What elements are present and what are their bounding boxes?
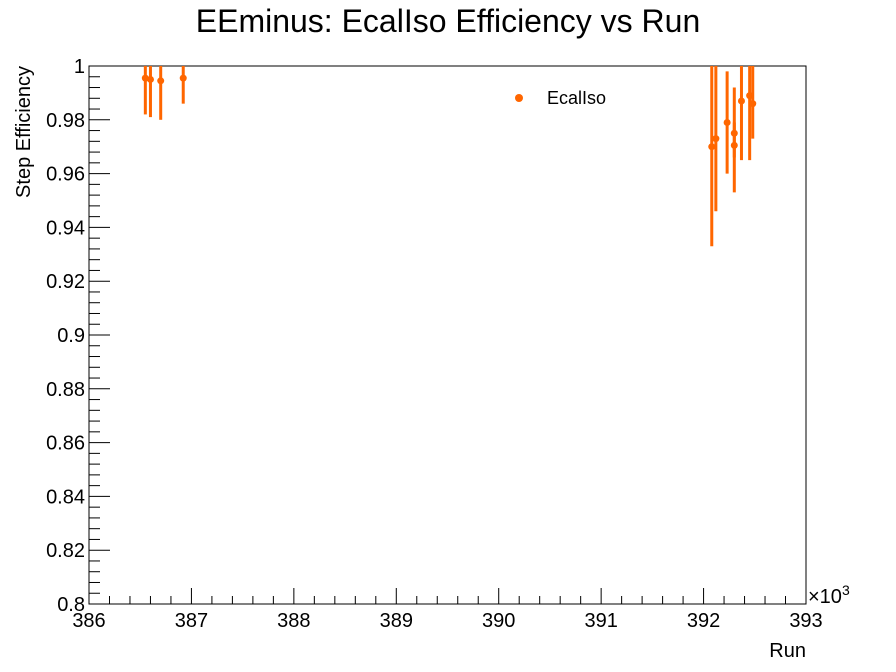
data-point bbox=[712, 135, 720, 143]
legend-marker bbox=[515, 94, 523, 102]
data-points bbox=[141, 66, 757, 247]
data-point bbox=[146, 75, 154, 83]
plot-frame bbox=[88, 65, 807, 605]
data-point bbox=[157, 77, 165, 85]
y-tick-label: 0.98 bbox=[46, 110, 85, 132]
x-tick-label: 391 bbox=[584, 610, 617, 632]
y-tick-label: 0.92 bbox=[46, 271, 85, 293]
y-tick-label: 0.9 bbox=[57, 325, 85, 347]
y-tick-label: 0.86 bbox=[46, 433, 85, 455]
y-tick-label: 0.8 bbox=[57, 594, 85, 616]
data-point bbox=[708, 143, 716, 151]
x-tick-labels: 386 387 388 389 390 391 392 393 bbox=[72, 610, 822, 632]
legend: EcalIso bbox=[515, 88, 606, 108]
x-tick-label: 393 bbox=[789, 610, 822, 632]
x-tick-label: 386 bbox=[72, 610, 105, 632]
data-point bbox=[179, 74, 187, 82]
x-tick-label: 387 bbox=[175, 610, 208, 632]
data-point bbox=[749, 100, 757, 108]
y-tick-label: 0.96 bbox=[46, 164, 85, 186]
y-tick-label: 0.84 bbox=[46, 486, 85, 508]
y-axis-title: Step Efficiency bbox=[13, 66, 35, 198]
chart-title: EEminus: EcalIso Efficiency vs Run bbox=[196, 3, 701, 39]
x-tick-label: 390 bbox=[482, 610, 515, 632]
x-axis-title: Run bbox=[769, 640, 806, 662]
y-tick-label: 0.88 bbox=[46, 379, 85, 401]
x-tick-label: 389 bbox=[380, 610, 413, 632]
y-tick-label: 1 bbox=[74, 56, 85, 78]
legend-label: EcalIso bbox=[547, 88, 606, 108]
axis-ticks bbox=[88, 65, 807, 605]
data-point bbox=[723, 118, 731, 126]
x-tick-label: 392 bbox=[687, 610, 720, 632]
y-tick-label: 0.94 bbox=[46, 217, 85, 239]
y-tick-labels: 0.8 0.82 0.84 0.86 0.88 0.9 0.92 0.94 0.96 0.98 1 bbox=[46, 56, 85, 616]
x-axis-multiplier: ×103 bbox=[808, 582, 850, 608]
y-tick-label: 0.82 bbox=[46, 540, 85, 562]
x-tick-label: 388 bbox=[277, 610, 310, 632]
data-point bbox=[730, 141, 738, 149]
data-point bbox=[737, 97, 745, 105]
